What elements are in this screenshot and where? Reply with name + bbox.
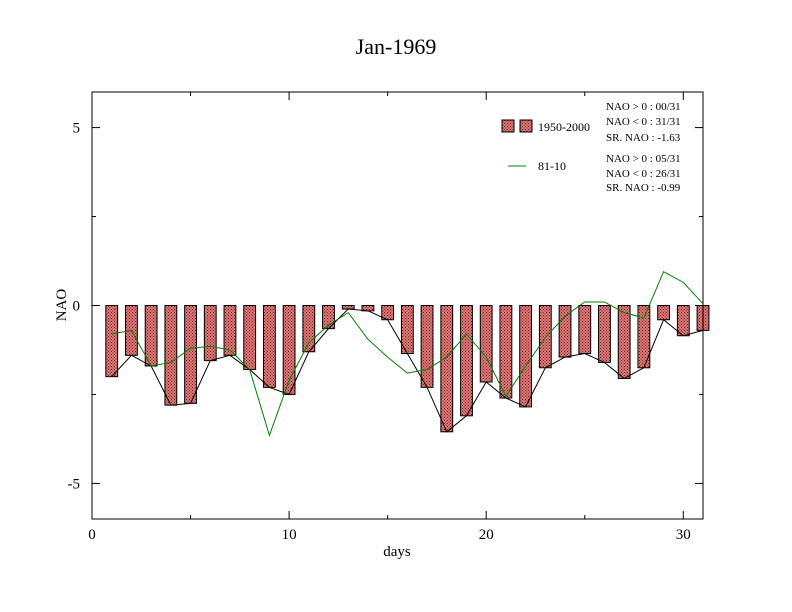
bar [519,305,533,408]
bar [203,305,217,362]
y-tick-label: -5 [68,476,81,492]
x-tick-label: 0 [88,527,96,543]
lines-layer [111,270,704,437]
legend-bar-swatch-2 [519,119,533,133]
y-tick-label: 0 [73,299,81,315]
bar [440,305,454,433]
bar [341,305,355,310]
bar [657,305,670,321]
bar [243,305,257,371]
legend: 1950-2000 81-10 [501,119,590,173]
y-axis-label: NAO [54,289,70,322]
chart-title: Jan-1969 [356,34,437,59]
bar [420,305,434,388]
stat-line: NAO < 0 : 26/31 [606,168,681,180]
stat-line: SR. NAO : -1.63 [606,132,681,144]
bar [617,305,631,379]
bar [302,305,316,353]
series-line-1950-2000 [111,308,704,433]
series-line-81-10 [111,270,704,437]
stat-line: NAO > 0 : 00/31 [606,101,681,113]
bar [223,305,237,356]
stat-line: SR. NAO : -0.99 [606,182,681,194]
bar [499,305,513,399]
bar [538,305,552,369]
legend-bar-swatch-1 [501,119,515,133]
stat-line: NAO > 0 : 05/31 [606,153,681,165]
stat-line: NAO < 0 : 31/31 [606,116,681,128]
x-axis-label: days [383,544,411,560]
bar [479,305,493,383]
bar [144,305,158,367]
bar [184,305,197,404]
x-tick-label: 20 [479,527,494,543]
bar [460,305,473,417]
y-ticks: -5 0 5 [68,121,703,492]
x-tick-label: 30 [676,527,691,543]
x-ticks: 0 10 20 30 [88,92,691,543]
bar [105,305,119,378]
y-tick-label: 5 [73,121,81,137]
stats-block-1950-2000: NAO > 0 : 00/31 NAO < 0 : 31/31 SR. NAO … [606,101,681,144]
bar [598,305,611,363]
x-tick-label: 10 [282,527,297,543]
bar [164,305,178,406]
legend-label-81-10: 81-10 [538,159,566,173]
bar [262,305,276,388]
bars-layer [105,305,710,433]
bar [676,305,690,337]
stats-block-81-10: NAO > 0 : 05/31 NAO < 0 : 26/31 SR. NAO … [606,153,681,194]
bar [578,305,592,355]
legend-label-1950-2000: 1950-2000 [538,120,590,134]
